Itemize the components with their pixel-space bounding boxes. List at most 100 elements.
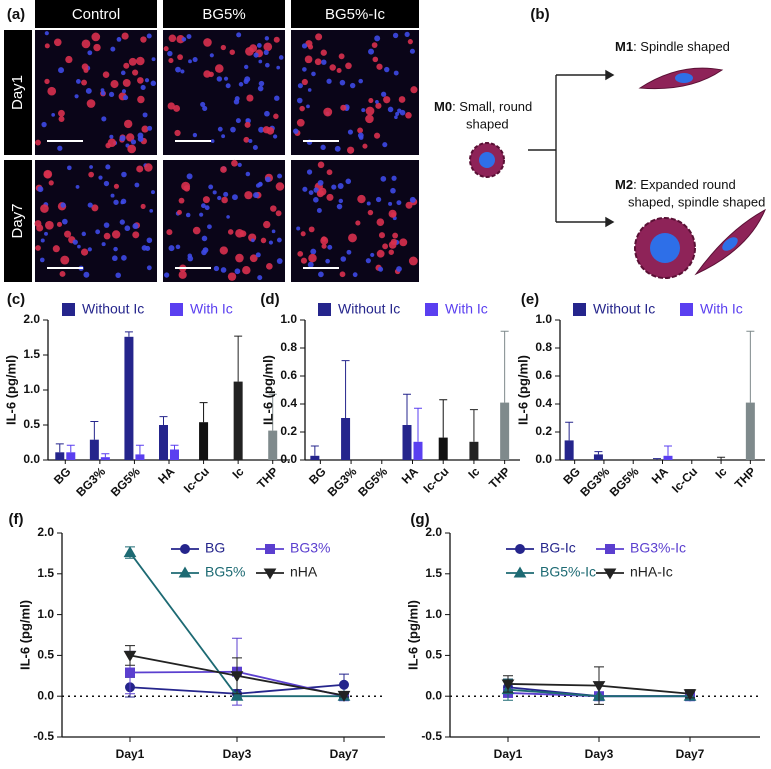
marker — [125, 667, 135, 678]
cell — [394, 115, 398, 120]
cell — [387, 106, 394, 113]
cell — [357, 194, 366, 204]
error-bar — [403, 393, 411, 425]
bar — [500, 402, 510, 460]
cell — [226, 215, 230, 219]
cell — [231, 194, 238, 201]
cell — [111, 230, 121, 239]
cell — [230, 126, 236, 133]
cell — [81, 231, 87, 237]
cell — [273, 113, 279, 120]
cell — [137, 95, 145, 104]
cell — [373, 132, 381, 139]
cell — [137, 132, 144, 139]
y-tick-label: 1.5 — [23, 347, 40, 361]
y-tick-label: 1.0 — [425, 607, 442, 621]
cell — [185, 212, 191, 218]
cell — [208, 184, 214, 190]
m2-cells — [634, 208, 767, 279]
bar — [593, 454, 603, 460]
error-bar — [414, 407, 422, 442]
legend-marker — [180, 544, 190, 554]
cell — [310, 248, 317, 255]
legend-label: Without Ic — [593, 301, 655, 317]
cell — [58, 116, 65, 123]
cell — [258, 126, 265, 133]
error-bar — [717, 456, 726, 460]
cell — [217, 126, 223, 132]
arrow-head — [605, 69, 615, 228]
cell — [101, 116, 107, 122]
y-tick-label: 1.0 — [23, 382, 40, 396]
cell — [77, 244, 81, 249]
state-text: : Spindle shaped — [633, 39, 730, 54]
cell — [227, 272, 237, 281]
cell — [307, 44, 314, 50]
x-tick-label: THP — [254, 464, 281, 491]
row-header-bg — [4, 160, 32, 282]
cell — [365, 258, 371, 264]
cell — [163, 272, 170, 278]
cell — [220, 166, 227, 173]
cell — [374, 35, 381, 42]
bar — [199, 422, 209, 460]
cell — [317, 161, 325, 169]
cell — [105, 164, 111, 170]
error-bar — [124, 331, 133, 337]
y-tick-label: 0.2 — [280, 424, 297, 438]
cell — [334, 145, 341, 152]
cell — [392, 32, 399, 39]
cell — [347, 146, 355, 154]
cell — [264, 36, 270, 41]
cell — [202, 105, 208, 112]
cell — [39, 257, 45, 263]
cell — [274, 95, 280, 101]
cell — [132, 223, 139, 230]
cell — [136, 56, 145, 66]
cell — [390, 238, 398, 246]
x-tick-label: BG — [51, 464, 74, 487]
cell — [220, 267, 227, 273]
error-bar — [66, 444, 75, 453]
cell — [173, 105, 181, 112]
cell — [87, 247, 92, 252]
x-tick-label: BG5% — [607, 464, 642, 499]
cell — [105, 142, 111, 149]
legend-label: BG5%-Ic — [540, 564, 596, 580]
cell — [245, 46, 254, 56]
marker — [683, 689, 697, 701]
cell — [264, 110, 270, 117]
bar — [233, 381, 243, 460]
m1-cell — [638, 67, 724, 90]
error-bar — [439, 399, 448, 438]
cell — [37, 186, 44, 193]
cell — [308, 253, 317, 263]
error-bar — [469, 409, 478, 442]
legend-marker — [513, 566, 527, 578]
cell — [375, 102, 382, 109]
cell — [67, 165, 72, 171]
cell — [187, 253, 193, 259]
y-tick-label: 0.2 — [535, 424, 552, 438]
cell — [178, 270, 187, 279]
bar — [170, 449, 179, 460]
legend-swatch — [318, 303, 331, 316]
cell — [244, 191, 253, 200]
cell — [213, 265, 220, 272]
cell — [201, 249, 207, 256]
cell — [87, 202, 93, 208]
cell — [315, 33, 323, 41]
m2-label: M2: Expanded round — [615, 177, 736, 192]
cell — [137, 77, 144, 84]
marker — [592, 681, 606, 693]
cell — [365, 114, 374, 124]
cell — [368, 97, 374, 104]
row-header: Day1 — [9, 75, 26, 110]
bar — [159, 425, 168, 460]
cell — [245, 118, 250, 123]
cell — [272, 134, 278, 139]
legend-label: With Ic — [700, 301, 743, 317]
cell — [243, 136, 250, 143]
cell — [236, 32, 242, 38]
cell — [409, 196, 416, 203]
